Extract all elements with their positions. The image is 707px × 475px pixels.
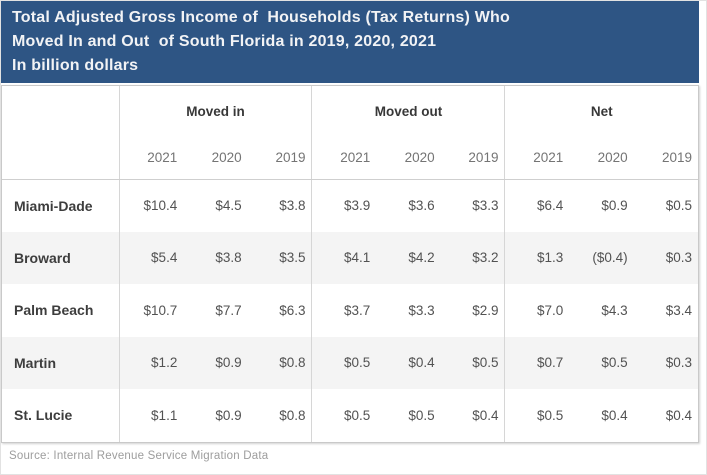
- value-cell: $0.5: [665, 198, 692, 213]
- value-cell: $0.5: [472, 355, 499, 371]
- value-cell: $3.4: [665, 302, 692, 318]
- value-cell: $0.7: [504, 336, 570, 389]
- value-cell: $3.5: [279, 250, 306, 266]
- income-table-card: Moved in Moved out Net 2021 2020 2019 20…: [1, 85, 699, 443]
- value-cell: $5.4: [118, 231, 184, 284]
- table-row-miami-dade: Miami-Dade $10.4 $4.5 $3.8 $3.9 $3.6 $3.…: [2, 179, 698, 232]
- value-cell: $0.5: [504, 389, 570, 442]
- value-cell: $7.0: [504, 284, 570, 337]
- group-header-row: Moved in Moved out Net: [2, 86, 698, 180]
- year-header-2020: 2020: [376, 136, 441, 180]
- value-cell: $3.6: [408, 198, 435, 213]
- value-cell: $0.8: [279, 407, 306, 423]
- value-cell: $1.3: [504, 231, 570, 284]
- value-cell: $0.3: [665, 355, 692, 371]
- year-header-2019: 2019: [440, 136, 505, 180]
- table-row-martin: Martin $1.2 $0.9 $0.8 $0.5 $0.4 $0.5 $0.…: [2, 336, 698, 389]
- value-cell: $1.2: [118, 336, 184, 389]
- row-label: St. Lucie: [14, 407, 73, 424]
- year-header-2019: 2019: [247, 136, 312, 180]
- row-label: Palm Beach: [14, 302, 94, 319]
- value-cell: $0.3: [665, 250, 692, 266]
- value-cell: $7.7: [215, 302, 242, 318]
- value-cell: $0.4: [472, 407, 499, 423]
- value-cell: ($0.4): [592, 250, 628, 266]
- value-cell: $0.8: [279, 355, 306, 371]
- value-cell: $4.5: [215, 198, 242, 213]
- year-header-row: 2021 2020 2019 2021 2020 2019 2021 2020 …: [2, 136, 698, 180]
- value-cell: $4.3: [601, 302, 628, 318]
- value-cell: $0.4: [408, 355, 435, 371]
- value-cell: $10.4: [118, 179, 184, 232]
- value-cell: $3.8: [215, 250, 242, 266]
- value-cell: $0.5: [311, 336, 377, 389]
- year-header-2020: 2020: [569, 136, 634, 180]
- title-line-1: Total Adjusted Gross Income of Household…: [12, 9, 510, 26]
- value-cell: $6.4: [504, 179, 570, 232]
- title-subtitle: In billion dollars: [12, 57, 139, 74]
- table-row-broward: Broward $5.4 $3.8 $3.5 $4.1 $4.2 $3.2 $1…: [2, 231, 698, 284]
- value-cell: $3.3: [408, 302, 435, 318]
- value-cell: $0.4: [601, 407, 628, 423]
- income-table: Moved in Moved out Net 2021 2020 2019 20…: [2, 86, 698, 442]
- title-line-2: Moved In and Out of South Florida in 201…: [12, 33, 437, 50]
- value-cell: $0.5: [311, 389, 377, 442]
- value-cell: $10.7: [118, 284, 184, 337]
- value-cell: $3.7: [311, 284, 377, 337]
- value-cell: $0.5: [601, 355, 628, 371]
- row-label: Martin: [14, 354, 56, 371]
- row-label: Broward: [14, 249, 71, 266]
- value-cell: $3.2: [472, 250, 499, 266]
- value-cell: $0.5: [408, 407, 435, 423]
- column-group-net: Net: [504, 86, 698, 136]
- value-cell: $3.9: [311, 179, 377, 232]
- value-cell: $4.1: [311, 231, 377, 284]
- value-cell: $2.9: [472, 302, 499, 318]
- title-banner: Total Adjusted Gross Income of Household…: [1, 1, 699, 83]
- value-cell: $6.3: [279, 302, 306, 318]
- year-header-2021: 2021: [504, 136, 570, 180]
- row-label: Miami-Dade: [14, 197, 93, 214]
- value-cell: $0.9: [215, 355, 242, 371]
- column-group-moved-in: Moved in: [118, 86, 312, 136]
- year-header-2019: 2019: [633, 136, 698, 180]
- table-row-palm-beach: Palm Beach $10.7 $7.7 $6.3 $3.7 $3.3 $2.…: [2, 284, 698, 337]
- value-cell: $4.2: [408, 250, 435, 266]
- value-cell: $1.1: [118, 389, 184, 442]
- column-group-moved-out: Moved out: [311, 86, 505, 136]
- value-cell: $3.3: [472, 198, 499, 213]
- row-header-spacer: [2, 86, 119, 180]
- value-cell: $0.9: [215, 407, 242, 423]
- value-cell: $0.4: [665, 407, 692, 423]
- source-caption: Source: Internal Revenue Service Migrati…: [9, 450, 269, 462]
- year-header-2021: 2021: [118, 136, 184, 180]
- year-header-2021: 2021: [311, 136, 377, 180]
- value-cell: $0.9: [601, 198, 628, 213]
- year-header-2020: 2020: [183, 136, 248, 180]
- table-row-st-lucie: St. Lucie $1.1 $0.9 $0.8 $0.5 $0.5 $0.4 …: [2, 389, 698, 442]
- value-cell: $3.8: [279, 198, 306, 213]
